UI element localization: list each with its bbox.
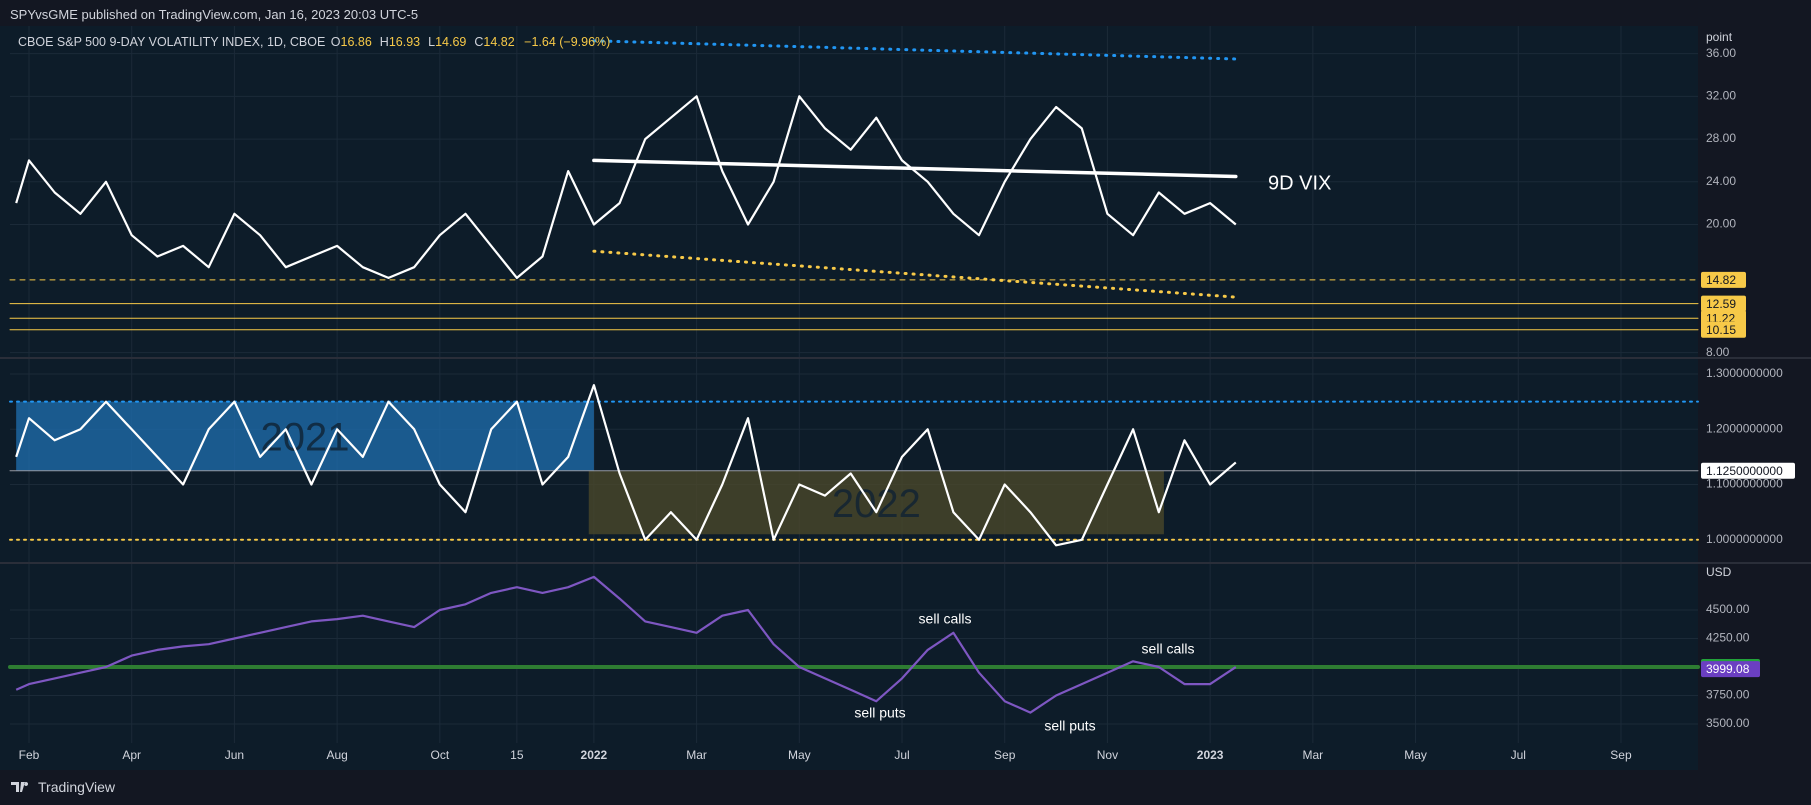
x-tick-label: 2022 (581, 748, 608, 762)
y-tick-label: 24.00 (1706, 174, 1736, 188)
price-badge (1701, 271, 1746, 288)
x-tick-label: Nov (1097, 748, 1118, 762)
y-tick-label: 3750.00 (1706, 688, 1750, 702)
ohlc-value: 14.82 (483, 35, 515, 49)
y-tick-label: 1.1000000000 (1706, 477, 1783, 491)
ohlc-key: C (474, 35, 484, 49)
axis-unit: point (1706, 30, 1733, 44)
ohlc: O16.86 H16.93 L14.69 C14.82 (329, 35, 521, 49)
x-tick-label: May (1404, 748, 1427, 762)
x-tick-label: Apr (122, 748, 141, 762)
footer: TradingView (10, 779, 115, 795)
x-tick-label: Sep (994, 748, 1016, 762)
y-tick-label: 4500.00 (1706, 602, 1750, 616)
x-tick-label: Aug (326, 748, 347, 762)
ohlc-value: 16.93 (388, 35, 421, 49)
brand: TradingView (38, 779, 116, 795)
y-tick-label: 36.00 (1706, 46, 1736, 60)
legend: CBOE S&P 500 9-DAY VOLATILITY INDEX, 1D,… (18, 35, 616, 49)
y-tick-label: 8.00 (1706, 345, 1730, 359)
price-badge (1701, 321, 1746, 338)
ohlc-key: H (379, 35, 389, 49)
axis-unit: USD (1706, 565, 1732, 579)
x-tick-label: Jul (894, 748, 909, 762)
price-badge-label: 1.1250000000 (1706, 464, 1783, 478)
y-tick-label: 1.3000000000 (1706, 366, 1783, 380)
annotation: 9D VIX (1268, 172, 1331, 194)
price-badge (1701, 295, 1746, 312)
trend-line (592, 249, 1238, 299)
price-badge-label: 14.82 (1706, 273, 1736, 287)
ohlc-value: 14.69 (435, 35, 467, 49)
trend-line (592, 158, 1238, 179)
annotation: sell calls (1142, 641, 1195, 657)
annotation: sell puts (854, 705, 905, 721)
y-tick-label: 4250.00 (1706, 631, 1750, 645)
price-badge-label: 12.59 (1706, 297, 1736, 311)
plot-background (0, 26, 1698, 770)
series-line (15, 384, 1237, 547)
logo (11, 782, 29, 792)
series-line (15, 95, 1237, 279)
series-line (15, 575, 1237, 714)
ohlc-key: O (330, 35, 341, 49)
ohlc-key: L (428, 35, 436, 49)
x-tick-label: Mar (686, 748, 707, 762)
x-tick-label: May (788, 748, 811, 762)
y-tick-label: 32.00 (1706, 89, 1736, 103)
price-axis-background (1698, 26, 1811, 770)
y-tick-label: 1.2000000000 (1706, 421, 1783, 435)
trend-line (592, 39, 1238, 61)
x-tick-label: 15 (510, 748, 524, 762)
box-label: 2022 (832, 482, 921, 526)
annotation: sell puts (1044, 718, 1095, 734)
box-label: 2021 (261, 416, 350, 460)
y-tick-label: 3500.00 (1706, 716, 1750, 730)
x-tick-label: 2023 (1197, 748, 1224, 762)
range-box (588, 470, 1164, 535)
x-tick-label: Oct (430, 748, 449, 762)
x-tick-label: Feb (19, 748, 40, 762)
range-box (16, 401, 594, 471)
x-tick-label: Jun (225, 748, 244, 762)
price-badge (1701, 661, 1760, 678)
annotation: sell calls (919, 611, 972, 627)
ohlc-value: 16.86 (340, 35, 372, 49)
symbol-title: CBOE S&P 500 9-DAY VOLATILITY INDEX, 1D,… (18, 35, 326, 49)
x-tick-label: Sep (1610, 748, 1632, 762)
publish-header: SPYvsGME published on TradingView.com, J… (10, 7, 419, 22)
price-badge (1701, 462, 1795, 479)
x-tick-label: Mar (1303, 748, 1324, 762)
price-badge-label: 10.15 (1706, 323, 1736, 337)
y-tick-label: 28.00 (1706, 131, 1736, 145)
y-tick-label: 1.0000000000 (1706, 532, 1783, 546)
y-tick-label: 20.00 (1706, 217, 1736, 231)
change: −1.64 (−9.96%) (524, 35, 611, 49)
price-badge-label: 3999.08 (1706, 662, 1750, 676)
x-tick-label: Jul (1511, 748, 1526, 762)
